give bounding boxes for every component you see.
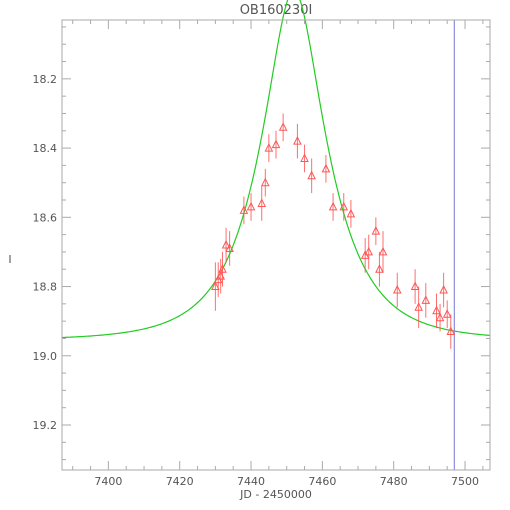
y-tick-label: 19.0 — [33, 350, 58, 363]
data-point — [371, 226, 381, 235]
y-tick-label: 18.6 — [33, 211, 58, 224]
data-point — [257, 198, 267, 207]
data-point — [307, 170, 316, 180]
data-point — [221, 239, 231, 249]
data-point — [378, 246, 388, 256]
data-point — [414, 302, 423, 311]
data-point — [435, 312, 445, 322]
x-tick-label: 7400 — [94, 475, 122, 488]
y-axis-label: I — [8, 253, 11, 266]
x-tick-label: 7420 — [166, 475, 194, 488]
data-point — [278, 122, 288, 131]
data-point — [225, 243, 234, 252]
data-point — [421, 295, 431, 304]
y-tick-label: 18.8 — [33, 281, 58, 294]
data-point — [218, 264, 227, 273]
data-point — [239, 205, 249, 214]
tick-labels: 7400 7420 7440 7460 7480 7500 18.2 18.4 18.6 18.8… — [33, 73, 480, 488]
data-point — [271, 139, 281, 149]
data-point — [339, 201, 349, 211]
y-tick-label: 18.2 — [33, 73, 58, 86]
data-point — [260, 177, 270, 187]
data-point — [432, 305, 441, 315]
x-tick-label: 7440 — [237, 475, 265, 488]
data-point — [328, 201, 338, 211]
x-axis-label: JD - 2450000 — [239, 488, 312, 501]
data-point — [364, 246, 374, 256]
data-point — [293, 136, 302, 145]
data-point — [410, 281, 420, 291]
ticks — [62, 20, 490, 470]
plot-frame — [61, 19, 491, 471]
data-points-layer — [211, 113, 456, 349]
data-point — [439, 284, 448, 294]
x-tick-label: 7460 — [308, 475, 336, 488]
data-point — [321, 163, 331, 173]
y-tick-label: 19.2 — [33, 419, 58, 432]
x-tick-label: 7480 — [380, 475, 408, 488]
data-point — [300, 153, 309, 162]
x-tick-label: 7500 — [451, 475, 479, 488]
chart-title: OB160230I — [240, 3, 313, 18]
data-point — [246, 201, 256, 211]
data-point — [264, 142, 274, 152]
data-point — [375, 264, 384, 273]
data-point — [211, 281, 220, 291]
data-point — [446, 326, 456, 336]
data-point — [346, 208, 356, 218]
data-point — [392, 284, 402, 294]
y-tick-label: 18.4 — [33, 142, 58, 155]
data-point — [442, 309, 452, 318]
